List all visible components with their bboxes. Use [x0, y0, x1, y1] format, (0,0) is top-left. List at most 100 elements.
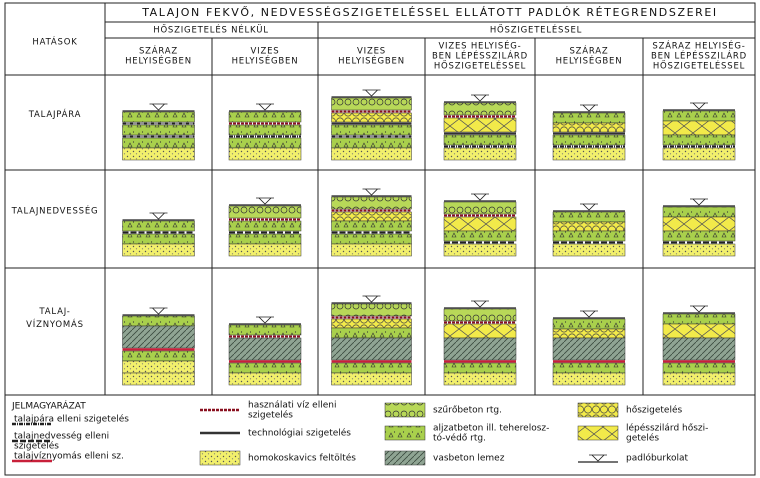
legend-swatch [577, 402, 619, 418]
column-label: VIZES HELYISÉG- [438, 40, 521, 52]
legend-box [577, 425, 619, 441]
column-label: BEN LÉPÉSSZILÁRD [651, 50, 747, 62]
layer [662, 134, 736, 146]
legend-box [577, 402, 619, 418]
column-label: HELYISÉGBEN [125, 55, 192, 67]
layer [331, 147, 412, 161]
column-label: SZÁRAZ [569, 45, 608, 57]
row-label: TALAJPÁRA [28, 108, 82, 120]
layer [331, 233, 412, 245]
legend-box [384, 425, 426, 441]
layer [331, 337, 412, 361]
layer [122, 243, 195, 257]
layer [331, 327, 412, 339]
layer [662, 243, 736, 257]
legend-label: padlóburkolat [626, 453, 688, 464]
layer [122, 137, 195, 149]
layer [662, 323, 736, 339]
layer [552, 230, 626, 242]
cross-section [662, 305, 736, 386]
floor-symbol [362, 89, 381, 97]
legend-swatch [578, 454, 618, 463]
floor-symbol [471, 300, 489, 308]
cross-section [228, 197, 302, 257]
layer [331, 220, 412, 232]
cross-section [552, 203, 626, 257]
layer [331, 318, 412, 329]
floor-symbol [580, 203, 598, 211]
legend-label: talajvíznyomás elleni sz. [14, 452, 124, 462]
layer [443, 362, 517, 374]
layer [331, 303, 412, 317]
legend-label: vasbeton lemez [433, 454, 505, 464]
cross-section [662, 102, 736, 161]
layer [662, 120, 736, 136]
legend-title: JELMAGYARÁZAT [11, 400, 86, 412]
layer [122, 315, 195, 327]
floor-symbol [362, 188, 381, 196]
layer [331, 97, 412, 111]
legend-label: technológiai szigetelés [248, 428, 351, 439]
layer [443, 216, 517, 232]
layer [443, 323, 517, 339]
layer [331, 196, 412, 210]
floor-symbol [690, 198, 708, 206]
legend-label: talajnedvesség elleni [14, 431, 109, 442]
layer [662, 147, 736, 161]
cross-section [228, 316, 302, 386]
layer [443, 134, 517, 146]
legend-label: getelés [626, 433, 659, 444]
legend-label: lépésszilárd hőszi- [626, 423, 708, 434]
layer [443, 230, 517, 242]
floor-symbol [690, 305, 708, 313]
legend-label: talajpára elleni szigetelés [14, 414, 129, 425]
floor-symbol [362, 295, 381, 303]
legend-label: szűrőbeton rtg. [433, 406, 502, 416]
row-label: TALAJNEDVESSÉG [11, 205, 99, 217]
cross-section [122, 307, 195, 386]
legend-swatch [384, 402, 426, 418]
layer [662, 313, 736, 325]
legend-label: szigetelés [248, 410, 293, 421]
floor-symbol [589, 454, 607, 462]
layer [331, 112, 412, 123]
cross-section [122, 212, 195, 257]
layer [443, 337, 517, 361]
legend-box [384, 450, 426, 466]
column-label: VIZES [251, 47, 280, 57]
layer [122, 124, 195, 136]
layer [122, 147, 195, 161]
cross-section [331, 295, 412, 386]
layer [331, 124, 412, 136]
layer [552, 328, 626, 339]
layer [331, 137, 412, 149]
floor-symbol [149, 212, 168, 220]
layer [552, 147, 626, 161]
layer [228, 243, 302, 257]
layer [552, 134, 626, 146]
legend-label: használati víz elleni [248, 401, 336, 411]
layer [443, 372, 517, 386]
layer [552, 112, 626, 124]
layer [228, 372, 302, 386]
legend-box [384, 402, 426, 418]
group-label: HŐSZIGETELÉSSEL [490, 24, 582, 36]
layer [552, 337, 626, 361]
layer [122, 350, 195, 362]
floor-symbol [149, 103, 168, 111]
cross-section [443, 94, 517, 161]
layer [552, 318, 626, 330]
layer [443, 102, 517, 116]
layer [122, 220, 195, 232]
layer [552, 372, 626, 386]
layer [331, 211, 412, 222]
layer [228, 362, 302, 374]
layer [662, 216, 736, 232]
layer [228, 124, 302, 136]
column-label: BEN LÉPÉSSZILÁRD [432, 50, 528, 62]
layer [228, 111, 302, 123]
layer [122, 360, 195, 374]
layer [228, 337, 302, 361]
legend-label: tó-védő rtg. [433, 433, 486, 444]
